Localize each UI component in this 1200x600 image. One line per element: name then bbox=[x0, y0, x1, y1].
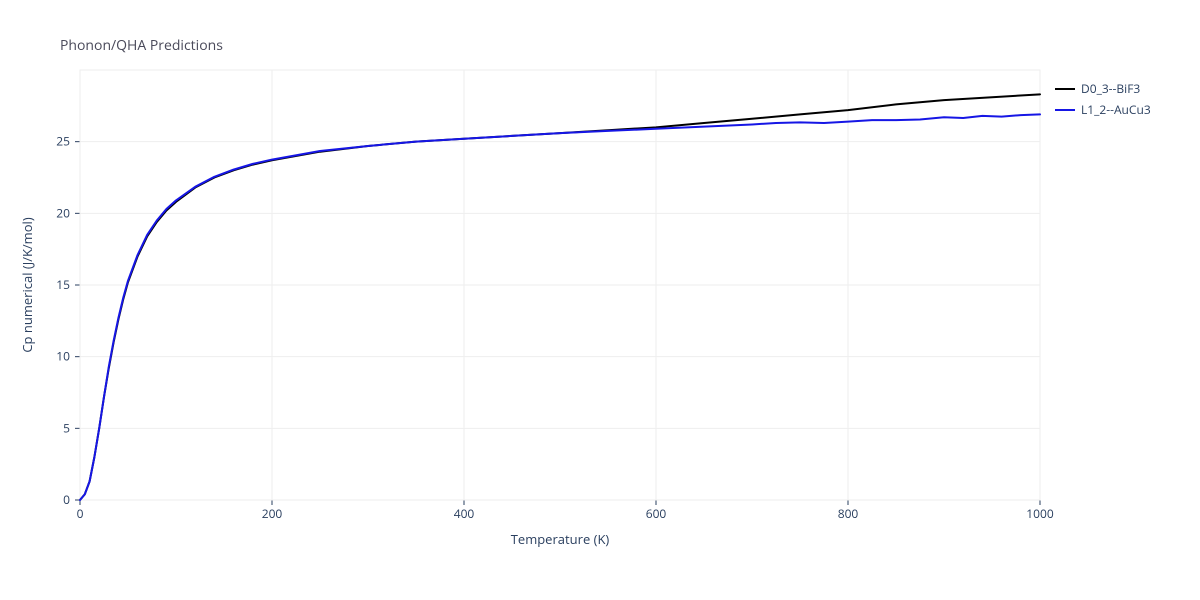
x-axis-label: Temperature (K) bbox=[511, 530, 610, 548]
x-tick-label: 600 bbox=[646, 505, 667, 522]
legend-swatch bbox=[1055, 109, 1075, 111]
legend-swatch bbox=[1055, 88, 1075, 90]
y-axis-label: Cp numerical (J/K/mol) bbox=[18, 217, 36, 352]
legend-label: D0_3--BiF3 bbox=[1081, 80, 1140, 97]
x-tick-label: 200 bbox=[262, 505, 283, 522]
legend-item[interactable]: L1_2--AuCu3 bbox=[1055, 101, 1151, 118]
x-tick-label: 1000 bbox=[1026, 505, 1054, 522]
y-tick-label: 10 bbox=[56, 348, 70, 365]
y-tick-label: 15 bbox=[56, 276, 70, 293]
y-tick-label: 25 bbox=[56, 133, 70, 150]
chart-title: Phonon/QHA Predictions bbox=[60, 36, 223, 55]
y-tick-label: 20 bbox=[56, 204, 70, 221]
legend-label: L1_2--AuCu3 bbox=[1081, 101, 1151, 118]
chart-canvas: 0 200 400 600 800 1000 0 5 10 15 20 25 Temperature (… bbox=[0, 0, 1200, 600]
x-tick-label: 400 bbox=[454, 505, 475, 522]
y-tick-label: 5 bbox=[63, 419, 70, 436]
x-tick-label: 800 bbox=[838, 505, 859, 522]
x-tick-label: 0 bbox=[77, 505, 84, 522]
y-tick-label: 0 bbox=[63, 491, 70, 508]
legend: D0_3--BiF3 L1_2--AuCu3 bbox=[1055, 80, 1151, 122]
legend-item[interactable]: D0_3--BiF3 bbox=[1055, 80, 1151, 97]
